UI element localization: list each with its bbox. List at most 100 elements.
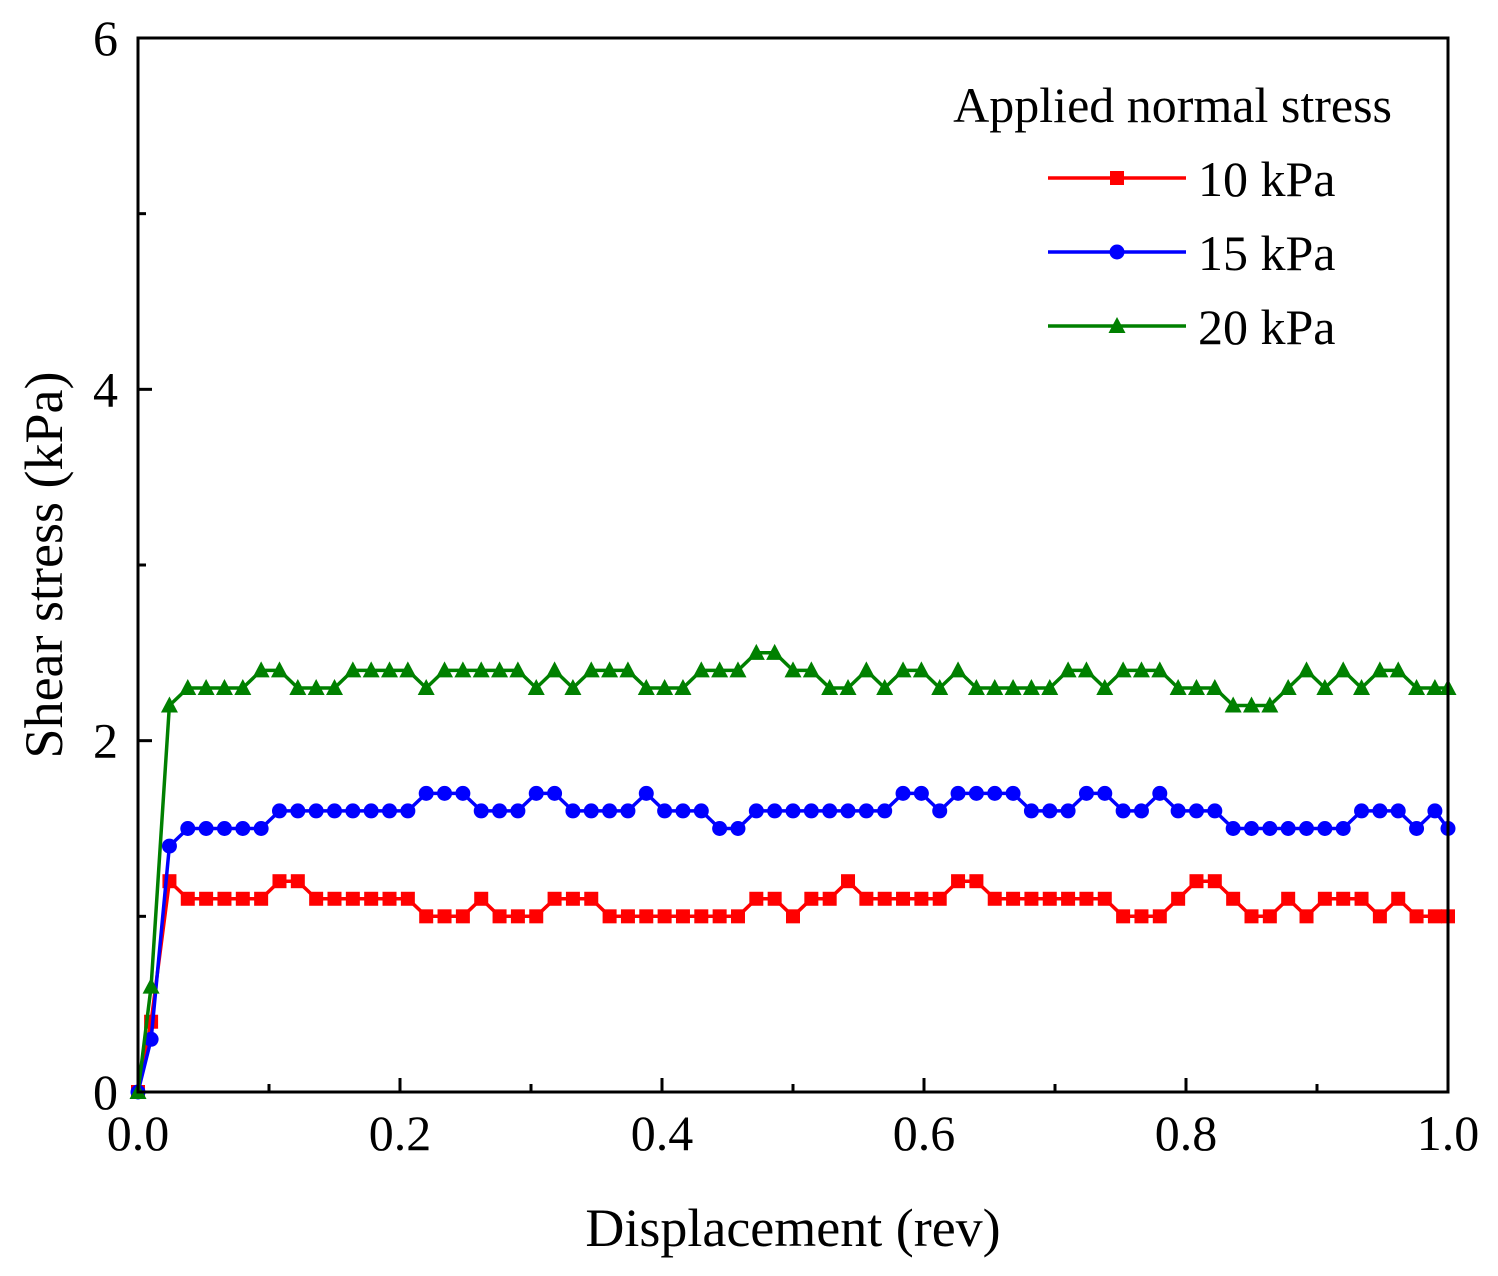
data-point [271, 803, 287, 819]
data-point [509, 661, 527, 678]
x-tick-label: 0.6 [893, 1105, 956, 1161]
data-point [565, 891, 580, 906]
y-tick-label: 0 [93, 1064, 118, 1120]
data-point [1207, 874, 1222, 889]
data-point [1280, 821, 1296, 836]
data-point [142, 977, 160, 994]
data-point [1354, 803, 1370, 819]
data-point [473, 803, 489, 819]
data-point [1151, 661, 1169, 678]
data-point [1152, 785, 1168, 801]
data-point [583, 803, 599, 819]
data-point [1298, 661, 1316, 678]
data-point [327, 803, 342, 819]
data-point [913, 785, 929, 801]
data-point [565, 803, 581, 819]
x-tick-label: 0.4 [631, 1105, 694, 1161]
data-point [418, 785, 434, 801]
data-point [877, 803, 893, 819]
data-point [547, 785, 563, 801]
data-point [1041, 678, 1059, 695]
data-point [1427, 803, 1443, 819]
data-point [289, 678, 307, 695]
data-point [1426, 678, 1444, 695]
data-point [492, 803, 508, 819]
data-point [510, 803, 526, 819]
data-point [1023, 803, 1039, 819]
data-point [802, 661, 820, 678]
data-point [1299, 909, 1314, 924]
data-point [400, 891, 415, 906]
data-point [1409, 909, 1424, 924]
legend-marker [1108, 317, 1126, 333]
data-point [712, 909, 727, 924]
data-point [786, 909, 800, 924]
data-point [364, 891, 379, 906]
data-point [454, 661, 472, 678]
data-point [290, 803, 306, 819]
data-point [584, 891, 599, 906]
data-point [1408, 678, 1426, 695]
data-point [821, 678, 839, 695]
data-point [270, 661, 288, 678]
data-point [1262, 821, 1278, 836]
data-point [657, 803, 673, 819]
data-point [234, 678, 252, 695]
x-axis-label: Displacement (rev) [585, 1198, 1000, 1258]
data-point [252, 661, 270, 678]
data-point [1170, 803, 1186, 819]
data-point [711, 661, 729, 678]
data-point [767, 803, 783, 819]
data-point [895, 785, 911, 801]
data-point [857, 661, 875, 678]
data-point [437, 785, 453, 801]
data-point [363, 803, 379, 819]
data-point [675, 803, 691, 819]
data-point [674, 678, 692, 695]
data-point [859, 891, 874, 906]
data-point [1115, 803, 1131, 819]
data-point [1004, 678, 1022, 695]
data-point [1079, 891, 1094, 906]
y-tick-label: 4 [93, 361, 118, 417]
legend-marker [1109, 244, 1125, 260]
data-point [308, 803, 324, 819]
legend-label: 10 kPa [1198, 151, 1336, 207]
data-point [1006, 891, 1021, 906]
data-point [1096, 678, 1114, 695]
data-point [1299, 821, 1315, 836]
series-layer [129, 643, 1457, 1100]
x-tick-label: 1.0 [1417, 1105, 1480, 1161]
data-point [345, 891, 360, 906]
data-point [474, 891, 489, 906]
data-point [675, 909, 690, 924]
data-point [235, 821, 251, 836]
data-point [1243, 696, 1260, 713]
data-point [968, 785, 984, 801]
data-point [1336, 891, 1351, 906]
data-point [1225, 821, 1241, 836]
data-point [987, 785, 1003, 801]
data-point [217, 891, 232, 906]
data-point [602, 909, 617, 924]
data-point [804, 891, 819, 906]
data-point [1427, 909, 1442, 924]
legend-title: Applied normal stress [953, 77, 1392, 133]
data-point [400, 803, 416, 819]
data-point [1226, 891, 1241, 906]
data-point [1353, 678, 1371, 695]
legend-label: 20 kPa [1198, 299, 1336, 355]
data-point [1207, 803, 1223, 819]
data-point [766, 643, 784, 660]
data-point [950, 785, 966, 801]
data-point [1187, 678, 1205, 695]
data-point [1372, 909, 1387, 924]
data-point [1005, 785, 1021, 801]
data-point [1261, 696, 1279, 713]
data-point [1133, 803, 1149, 819]
data-point [1097, 891, 1112, 906]
data-point [876, 678, 894, 695]
data-point [1024, 891, 1039, 906]
data-point [1060, 803, 1076, 819]
